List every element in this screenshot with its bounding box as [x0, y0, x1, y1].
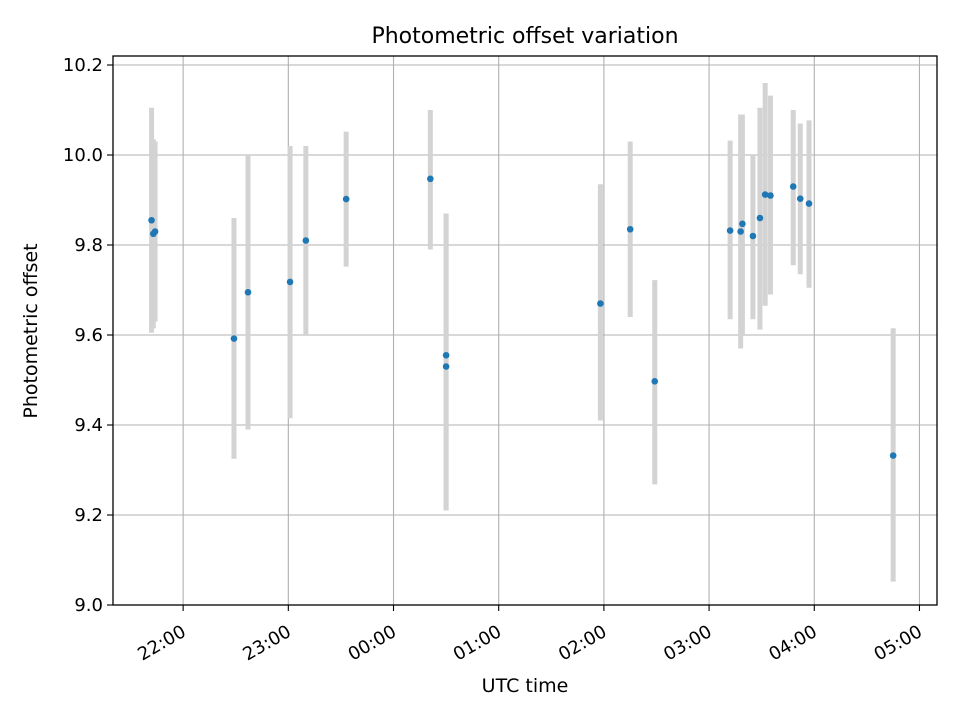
data-point	[597, 300, 604, 307]
data-point	[761, 191, 769, 198]
data-point	[756, 214, 764, 222]
data-point	[739, 220, 746, 228]
y-tick-label: 9.2	[74, 505, 103, 526]
data-point	[244, 288, 252, 296]
data-point	[442, 363, 450, 370]
data-point	[151, 228, 159, 235]
y-axis-ticks: 9.0 9.2 9.4 9.6 9.8 10.0 10.2	[63, 55, 113, 616]
data-point	[726, 227, 734, 234]
data-point	[767, 192, 774, 199]
data-point	[626, 225, 634, 233]
data-point	[889, 452, 897, 459]
y-tick-label: 9.4	[74, 415, 103, 436]
chart-title: Photometric offset variation	[371, 24, 678, 49]
y-tick-label: 9.6	[74, 325, 103, 346]
data-point	[148, 216, 155, 224]
y-tick-label: 9.0	[74, 595, 103, 616]
data-point	[302, 237, 310, 244]
data-point	[796, 195, 804, 202]
y-tick-label: 9.8	[74, 235, 103, 256]
data-point	[427, 175, 434, 183]
y-axis-label: Photometric offset	[20, 243, 42, 418]
data-point	[442, 351, 450, 359]
data-point	[342, 195, 350, 203]
data-point	[749, 232, 757, 240]
y-tick-label: 10.0	[63, 145, 103, 166]
data-point	[286, 278, 294, 286]
x-axis-label: UTC time	[482, 675, 569, 697]
data-points	[148, 175, 897, 459]
y-tick-label: 10.2	[63, 55, 103, 76]
plot-frame	[112, 55, 938, 606]
data-point	[789, 183, 797, 190]
data-point	[737, 228, 744, 235]
data-point	[651, 378, 659, 385]
data-point	[805, 200, 813, 207]
data-point	[230, 335, 238, 342]
